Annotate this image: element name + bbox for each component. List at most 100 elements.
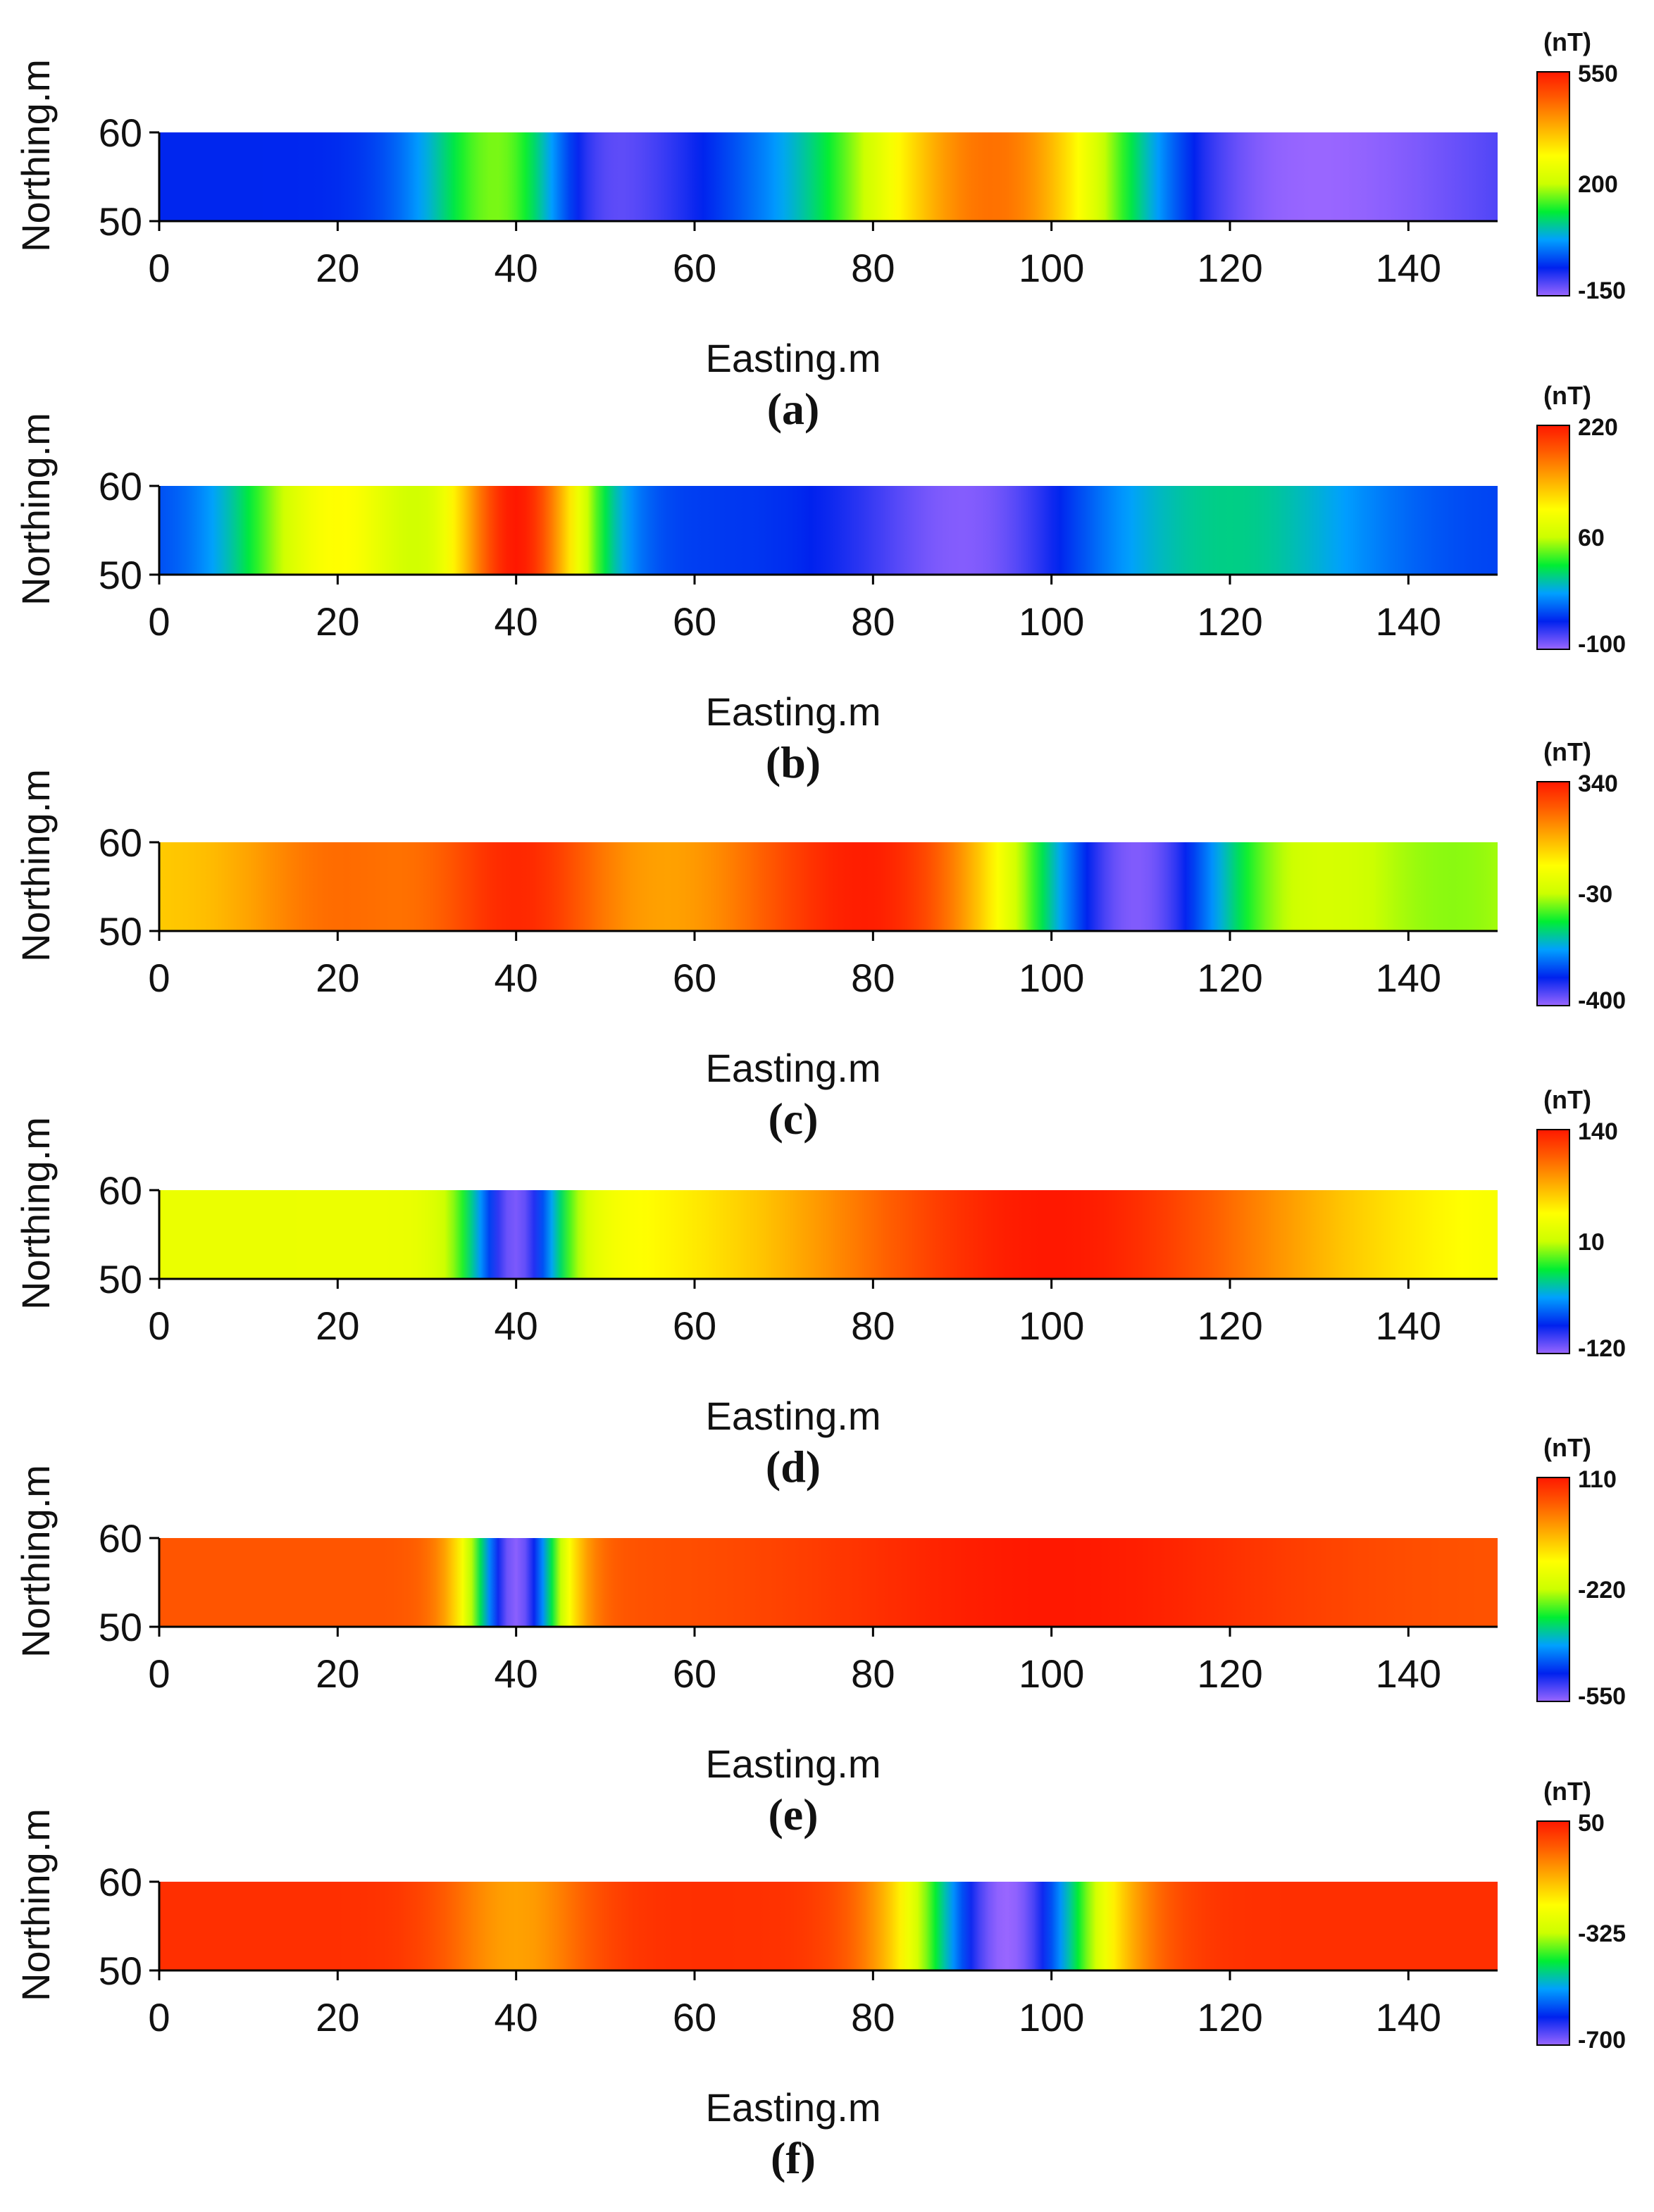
x-tick-label: 40 <box>495 956 538 1000</box>
colorbar-tick-label: -150 <box>1578 277 1626 304</box>
y-tick-label: 60 <box>99 1168 142 1213</box>
x-tick-label: 40 <box>495 1651 538 1696</box>
heatmap-field <box>159 842 1498 931</box>
panel-label: (b) <box>766 737 821 787</box>
x-tick-label: 0 <box>148 956 170 1000</box>
colorbar-tick-label: -220 <box>1578 1577 1626 1604</box>
colorbar <box>1536 1820 1570 2046</box>
x-tick-label: 0 <box>148 1651 170 1696</box>
x-axis-label: Easting.m <box>706 1046 881 1090</box>
x-axis-label: Easting.m <box>706 689 881 734</box>
x-tick-label: 40 <box>495 246 538 290</box>
colorbar-unit: (nT) <box>1543 381 1591 410</box>
panel-f: 0 20 40 60 80 100 120 140 50 60 Northing.m Easting.… <box>13 1777 1626 2183</box>
panel-a: 0 20 40 60 80 100 120 140 50 60 Northing.m Easting.… <box>13 27 1626 434</box>
y-axis-label: Northing.m <box>13 1465 58 1658</box>
x-tick-label: 80 <box>851 1304 895 1348</box>
y-axis-label: Northing.m <box>13 769 58 962</box>
x-axis-label: Easting.m <box>706 2085 881 2130</box>
x-tick-label: 140 <box>1376 1651 1441 1696</box>
heatmap-field <box>159 1882 1498 1970</box>
y-tick-label: 50 <box>99 1605 142 1649</box>
x-tick-label: 80 <box>851 246 895 290</box>
panel-c: 0 20 40 60 80 100 120 140 50 60 Northing.m Easting.… <box>13 737 1626 1144</box>
x-tick-label: 100 <box>1019 956 1084 1000</box>
x-tick-label: 20 <box>316 599 359 644</box>
x-tick-label: 60 <box>673 1995 716 2039</box>
colorbar-tick-label: 220 <box>1578 414 1618 441</box>
x-tick-label: 80 <box>851 599 895 644</box>
y-tick-label: 50 <box>99 909 142 954</box>
x-tick-label: 20 <box>316 1995 359 2039</box>
x-tick-label: 120 <box>1197 599 1262 644</box>
panel-label: (a) <box>767 384 820 434</box>
x-axis-label: Easting.m <box>706 1394 881 1438</box>
colorbar-tick-label: -550 <box>1578 1683 1626 1710</box>
x-tick-label: 60 <box>673 1304 716 1348</box>
colorbar <box>1536 1477 1570 1702</box>
x-tick-label: 60 <box>673 246 716 290</box>
x-tick-label: 0 <box>148 1995 170 2039</box>
y-axis-label: Northing.m <box>13 59 58 252</box>
y-tick-label: 50 <box>99 1949 142 1993</box>
colorbar-tick-label: 340 <box>1578 770 1618 797</box>
x-tick-label: 140 <box>1376 1995 1441 2039</box>
x-tick-label: 100 <box>1019 1304 1084 1348</box>
colorbar-tick-label: -120 <box>1578 1335 1626 1362</box>
colorbar <box>1536 1129 1570 1354</box>
x-tick-label: 40 <box>495 599 538 644</box>
x-tick-label: 100 <box>1019 599 1084 644</box>
colorbar-unit: (nT) <box>1543 737 1591 766</box>
colorbar-tick-label: -400 <box>1578 987 1626 1014</box>
colorbar-unit: (nT) <box>1543 1433 1591 1462</box>
x-tick-label: 140 <box>1376 1304 1441 1348</box>
colorbar-tick-label: -700 <box>1578 2027 1626 2054</box>
colorbar-tick-label: 200 <box>1578 171 1618 198</box>
x-tick-label: 20 <box>316 1651 359 1696</box>
y-tick-label: 50 <box>99 1257 142 1301</box>
colorbar <box>1536 71 1570 296</box>
heatmap-field <box>159 1190 1498 1279</box>
x-tick-label: 120 <box>1197 1651 1262 1696</box>
y-tick-label: 60 <box>99 1860 142 1904</box>
x-tick-label: 100 <box>1019 1995 1084 2039</box>
x-tick-label: 120 <box>1197 956 1262 1000</box>
x-tick-label: 40 <box>495 1304 538 1348</box>
panel-label: (e) <box>768 1789 818 1839</box>
x-axis-label: Easting.m <box>706 336 881 380</box>
panel-label: (c) <box>768 1094 818 1144</box>
panel-d: 0 20 40 60 80 100 120 140 50 60 Northing.m Easting.… <box>13 1085 1626 1492</box>
x-tick-label: 100 <box>1019 246 1084 290</box>
y-tick-label: 50 <box>99 553 142 597</box>
x-tick-label: 120 <box>1197 246 1262 290</box>
x-axis-label: Easting.m <box>706 1742 881 1786</box>
y-tick-label: 60 <box>99 111 142 155</box>
colorbar-unit: (nT) <box>1543 27 1591 56</box>
y-tick-label: 60 <box>99 820 142 865</box>
colorbar-tick-label: -100 <box>1578 631 1626 658</box>
x-tick-label: 140 <box>1376 599 1441 644</box>
colorbar-unit: (nT) <box>1543 1777 1591 1806</box>
y-tick-label: 50 <box>99 199 142 244</box>
panel-label: (d) <box>766 1442 821 1492</box>
x-tick-label: 120 <box>1197 1304 1262 1348</box>
x-tick-label: 20 <box>316 956 359 1000</box>
colorbar-tick-label: 50 <box>1578 1810 1605 1837</box>
y-axis-label: Northing.m <box>13 1808 58 2001</box>
x-tick-label: 80 <box>851 1651 895 1696</box>
colorbar-tick-label: 550 <box>1578 61 1618 87</box>
x-tick-label: 60 <box>673 956 716 1000</box>
heatmap-field <box>159 1538 1498 1627</box>
x-tick-label: 0 <box>148 1304 170 1348</box>
x-tick-label: 60 <box>673 599 716 644</box>
x-tick-label: 80 <box>851 1995 895 2039</box>
x-tick-label: 0 <box>148 246 170 290</box>
x-tick-label: 120 <box>1197 1995 1262 2039</box>
colorbar-tick-label: -325 <box>1578 1920 1626 1947</box>
x-tick-label: 20 <box>316 1304 359 1348</box>
y-tick-label: 60 <box>99 464 142 508</box>
colorbar-tick-label: 60 <box>1578 525 1605 551</box>
heatmap-field <box>159 486 1498 575</box>
colorbar-tick-label: -30 <box>1578 881 1612 908</box>
